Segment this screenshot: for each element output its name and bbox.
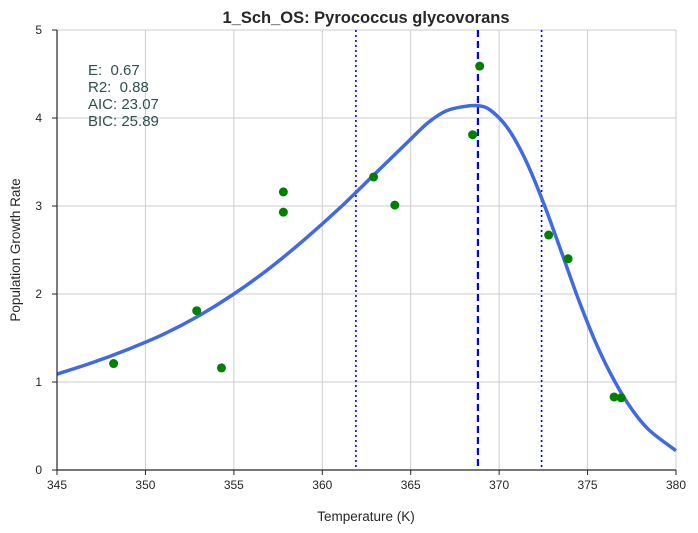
data-point — [609, 392, 619, 402]
y-tick-label: 5 — [35, 23, 42, 37]
data-point — [544, 230, 554, 240]
data-points — [109, 61, 626, 403]
vertical-lines — [355, 30, 543, 470]
fit-curve — [56, 103, 678, 453]
x-axis-label: Temperature (K) — [317, 509, 415, 524]
x-tick-label: 350 — [135, 478, 155, 492]
data-point — [278, 207, 288, 217]
y-tick-label: 4 — [35, 111, 42, 125]
data-point — [369, 172, 379, 182]
data-point — [475, 61, 485, 71]
annotation-text: E: 0.67 — [88, 62, 140, 79]
data-point — [468, 130, 478, 140]
x-ticks: 345 350 355 360 365 370 375 380 — [47, 470, 686, 492]
y-tick-label: 3 — [35, 199, 42, 213]
data-point — [216, 363, 226, 373]
chart-title: 1_Sch_OS: Pyrococcus glycovorans — [222, 9, 509, 27]
x-tick-label: 345 — [47, 478, 67, 492]
data-point — [109, 359, 119, 369]
x-tick-label: 365 — [401, 478, 421, 492]
data-point — [616, 393, 626, 403]
x-tick-label: 355 — [224, 478, 244, 492]
annotation-text: AIC: 23.07 — [88, 96, 159, 113]
annotation-text: R2: 0.88 — [88, 79, 149, 96]
data-point — [278, 187, 288, 197]
y-tick-label: 0 — [35, 463, 42, 477]
x-tick-label: 370 — [489, 478, 509, 492]
x-tick-label: 360 — [312, 478, 332, 492]
y-axis-label: Population Growth Rate — [8, 178, 23, 321]
data-point — [563, 254, 573, 264]
y-ticks: 0 1 2 3 4 5 — [35, 23, 57, 477]
y-tick-label: 1 — [35, 375, 42, 389]
grid — [56, 29, 677, 471]
y-tick-label: 2 — [35, 287, 42, 301]
data-point — [192, 306, 202, 316]
x-tick-label: 380 — [666, 478, 686, 492]
x-tick-label: 375 — [578, 478, 598, 492]
data-point — [390, 200, 400, 210]
annotation-text: BIC: 25.89 — [88, 113, 159, 130]
